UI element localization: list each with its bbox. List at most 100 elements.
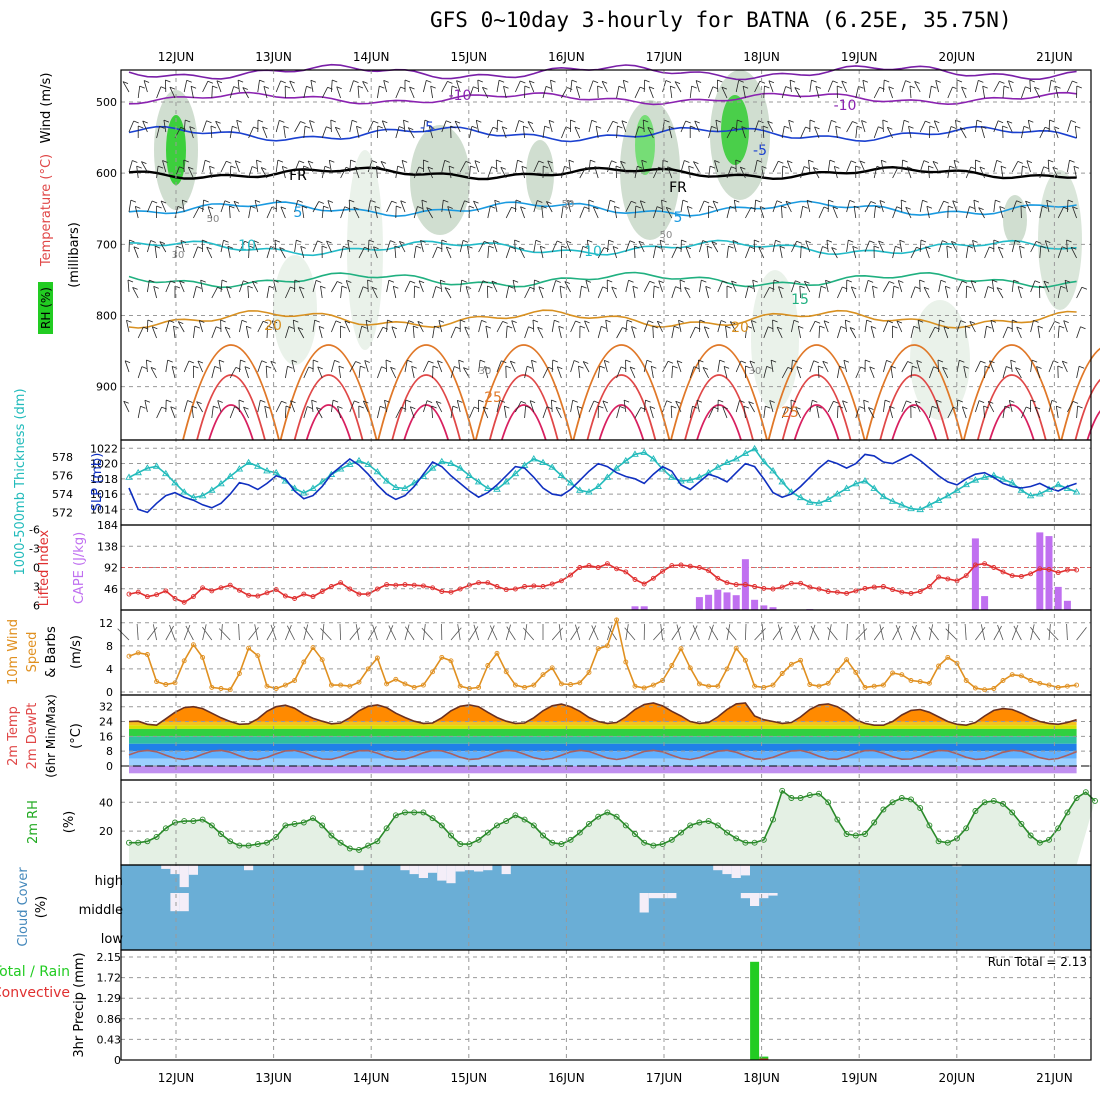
wind-barb xyxy=(950,126,957,129)
rh-line-point xyxy=(908,796,914,803)
lifted-index-line-point xyxy=(126,591,132,597)
wind-barb xyxy=(538,160,544,164)
wind-barb xyxy=(335,126,341,130)
wind-barb xyxy=(167,359,173,363)
wind-barb xyxy=(1048,360,1054,373)
wind-barb xyxy=(643,400,646,413)
wind-barb xyxy=(859,160,866,164)
rh-line-point xyxy=(1055,825,1062,832)
wind-barb xyxy=(662,400,668,413)
wind-barb xyxy=(301,205,308,209)
wind-barb xyxy=(999,206,1004,219)
wind-barb xyxy=(812,399,818,403)
wind-barb xyxy=(249,245,255,249)
wind-barb xyxy=(743,406,746,419)
wind10m-barb xyxy=(791,625,800,641)
wind-barb xyxy=(970,280,977,284)
wind-barb xyxy=(1077,405,1083,409)
wind-barb xyxy=(597,85,603,89)
wind-barb xyxy=(708,406,715,419)
wind-barb xyxy=(809,321,816,333)
wind-barb xyxy=(1067,120,1072,133)
lifted-index-line-point xyxy=(503,587,509,593)
wind-barb xyxy=(497,119,503,123)
wind-barb xyxy=(951,241,958,253)
wind-barb xyxy=(418,280,424,293)
wind-barb xyxy=(134,206,139,219)
lifted-index-line-point xyxy=(292,596,298,601)
wind-barb xyxy=(503,85,509,89)
wind10m-barb xyxy=(367,626,377,641)
wind-barb xyxy=(521,166,525,179)
wind10m-barb xyxy=(754,628,766,641)
wind-barb xyxy=(377,327,384,339)
contour-label: FR xyxy=(669,180,687,196)
wind-barb xyxy=(132,160,138,163)
wind10m-barb xyxy=(202,626,213,641)
wind-barb xyxy=(758,246,765,259)
lifted-index-line-point xyxy=(448,589,454,595)
wind-barb xyxy=(188,360,195,364)
rh-line-point xyxy=(319,822,326,829)
wind10m-line-point xyxy=(549,665,555,671)
wind-barb xyxy=(886,360,892,363)
wind-barb xyxy=(872,286,875,299)
temperature-arch xyxy=(182,344,280,441)
wind-barb xyxy=(684,287,691,299)
wind-barb xyxy=(619,406,625,409)
lifted-index-line-point xyxy=(586,563,592,569)
wind-barb xyxy=(726,246,729,259)
wind10m-label: 10m Wind xyxy=(6,619,21,685)
wind-barb xyxy=(1002,326,1009,339)
wind10m-line-point xyxy=(779,671,785,676)
rh-line-point xyxy=(972,808,979,814)
wind-barb xyxy=(781,126,785,139)
wind10m-line-point xyxy=(356,679,362,685)
rh-line-point xyxy=(567,836,574,843)
wind-barb xyxy=(537,327,544,339)
wind-barb xyxy=(883,79,885,93)
wind10m-line-point xyxy=(190,642,196,648)
wind-barb xyxy=(597,247,605,259)
wind-barb xyxy=(293,319,299,323)
wind-barb xyxy=(1048,400,1053,413)
wind-barb xyxy=(675,401,682,413)
wind10m-line xyxy=(128,616,1077,691)
wind-barb xyxy=(1055,85,1061,89)
wind-barb xyxy=(229,86,235,99)
lifted-index-line-point xyxy=(227,582,233,588)
lifted-index-line-point xyxy=(494,584,500,589)
wind10m-line-point xyxy=(1055,684,1061,690)
wind-barb xyxy=(532,319,539,323)
wind-barb xyxy=(649,280,655,284)
wind-barb xyxy=(371,160,378,163)
wind-barb xyxy=(937,359,939,373)
wind-barb xyxy=(826,239,833,243)
wind-barb xyxy=(200,280,203,293)
wind-barb xyxy=(271,320,277,333)
rh-line-point xyxy=(935,838,942,845)
thickness-line-point xyxy=(346,460,354,467)
wind-barb xyxy=(763,85,765,99)
wind-barb xyxy=(983,405,989,409)
thickness-line-point xyxy=(603,473,612,480)
wind10m-line-point xyxy=(494,650,500,656)
wind-barb xyxy=(837,405,839,419)
wind-barb xyxy=(901,120,905,133)
thickness-line-point xyxy=(1008,479,1016,486)
wind-barb xyxy=(969,206,975,209)
wind-barb xyxy=(341,285,348,289)
wind-barb xyxy=(735,119,738,133)
wind-barb xyxy=(779,245,786,249)
wind-barb xyxy=(822,246,828,249)
wind-barb xyxy=(270,360,276,364)
wind-barb xyxy=(377,366,382,379)
wind-barb xyxy=(188,166,194,170)
wind10m-line-point xyxy=(411,684,417,690)
rh-line-point xyxy=(668,836,675,843)
wind-barb xyxy=(519,246,525,250)
wind-barb xyxy=(878,240,884,253)
wind-barb xyxy=(693,161,699,164)
wind-barb xyxy=(846,279,852,283)
wind10m-barb xyxy=(947,623,950,641)
